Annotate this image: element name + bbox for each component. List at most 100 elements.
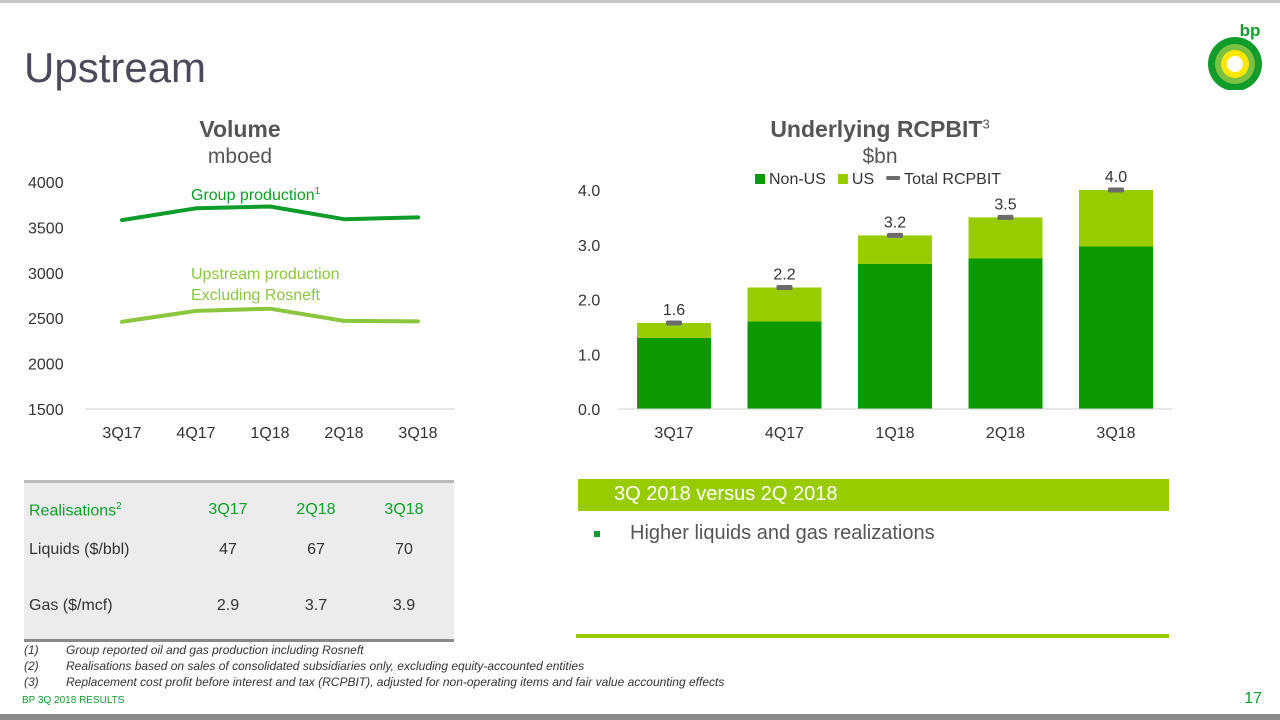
table-cell: 70 (395, 541, 413, 558)
bottom-rule (0, 714, 1280, 720)
legend-swatch-total (886, 176, 901, 180)
data-point (194, 206, 198, 210)
bar-us (637, 323, 711, 338)
realisations-table: Realisations2 3Q17 2Q18 3Q18 Liquids ($/… (24, 480, 454, 642)
rcpbit-title-text: Underlying RCPBIT (770, 116, 983, 142)
y-tick-label: 4000 (28, 175, 64, 192)
total-data-label: 1.6 (663, 302, 685, 319)
volume-series-label-upstream-2: Excluding Rosneft (191, 287, 321, 304)
volume-series-label-group: Group production1 (191, 186, 321, 204)
bp-logo: bp (1200, 18, 1266, 91)
total-data-label: 3.2 (884, 214, 906, 231)
legend-label-us: US (852, 171, 874, 188)
bar-us (1079, 190, 1153, 247)
data-point (416, 319, 420, 323)
bar-non-us (858, 263, 932, 409)
table-cell: 67 (307, 541, 325, 558)
x-tick-label: 4Q17 (176, 425, 215, 442)
footnote-3: (3) Replacement cost profit before intere… (24, 675, 725, 689)
series-line-upstream-production (120, 306, 420, 324)
rcpbit-chart: 0.0 1.0 2.0 3.0 4.0 1.6 3Q17 2.2 4Q17 3.2 1Q18 3.5 2… (578, 169, 1172, 442)
y-tick-label: 4.0 (578, 183, 600, 200)
rcpbit-chart-title: Underlying RCPBIT3 (740, 116, 1020, 143)
y-tick-label: 2.0 (578, 293, 600, 310)
row-label-liquids: Liquids ($/bbl) (29, 541, 130, 558)
x-tick-label: 3Q17 (654, 425, 693, 442)
total-marker (997, 214, 1014, 220)
total-data-label: 3.5 (994, 196, 1016, 213)
commentary-banner: 3Q 2018 versus 2Q 2018 (578, 479, 1169, 511)
x-tick-label: 2Q18 (986, 425, 1025, 442)
x-tick-label: 1Q18 (875, 425, 914, 442)
data-point (342, 217, 346, 221)
bar-us (968, 217, 1043, 259)
total-data-label: 4.0 (1105, 169, 1127, 186)
top-rule (0, 0, 1280, 3)
legend-label-non-us: Non-US (769, 171, 826, 188)
series-line-group-production (120, 204, 420, 223)
data-point (416, 215, 420, 219)
table-cell: 2.9 (216, 597, 240, 614)
bar-us (858, 235, 932, 264)
table-cell: 3.7 (304, 597, 328, 614)
bar-us (747, 287, 822, 322)
total-marker (666, 320, 682, 326)
legend-swatch-us (837, 174, 848, 184)
commentary-bullet: Higher liquids and gas realizations (630, 522, 935, 544)
y-tick-label: 3500 (28, 220, 64, 237)
x-tick-label: 3Q18 (1096, 425, 1135, 442)
helios-sunflower-icon (1208, 37, 1262, 91)
footnote-1: (1) Group reported oil and gas production… (24, 643, 364, 657)
volume-series-label-upstream-1: Upstream production (191, 266, 340, 283)
data-point (194, 309, 198, 313)
x-tick-label: 1Q18 (250, 425, 289, 442)
y-tick-label: 2000 (28, 357, 64, 374)
data-point (120, 218, 124, 222)
realisations-header: Realisations2 (29, 501, 122, 520)
y-tick-label: 1500 (28, 402, 64, 419)
table-cell: 47 (219, 541, 237, 558)
legend-label-total: Total RCPBIT (904, 171, 1001, 188)
bar-non-us (637, 337, 711, 409)
data-point (120, 320, 124, 324)
commentary-divider (576, 634, 1169, 638)
column-header: 2Q18 (296, 501, 336, 518)
volume-chart: Group production1 Upstream production Ex… (28, 175, 455, 442)
bar-non-us (747, 321, 822, 409)
total-marker (887, 232, 903, 238)
rcpbit-legend: Non-US US Total RCPBIT (755, 171, 1001, 188)
y-tick-label: 3000 (28, 266, 64, 283)
column-header: 3Q18 (384, 501, 424, 518)
y-tick-label: 1.0 (578, 347, 600, 364)
page-number: 17 (1244, 690, 1262, 707)
column-header: 3Q17 (208, 501, 248, 518)
x-tick-label: 3Q17 (102, 425, 141, 442)
commentary-banner-text: 3Q 2018 versus 2Q 2018 (614, 483, 838, 505)
bullet-icon (594, 531, 600, 537)
data-point (342, 319, 346, 323)
volume-chart-title: Volume (199, 116, 281, 142)
page-title: Upstream (24, 44, 207, 91)
row-label-gas: Gas ($/mcf) (29, 597, 113, 614)
x-tick-label: 2Q18 (324, 425, 363, 442)
rcpbit-title-sup: 3 (982, 116, 990, 132)
rcpbit-chart-unit: $bn (862, 145, 898, 168)
bar-non-us (968, 258, 1043, 409)
data-point (268, 205, 272, 208)
legend-swatch-non-us (755, 174, 765, 184)
total-marker (776, 285, 793, 290)
total-data-label: 2.2 (773, 267, 795, 284)
table-cell: 3.9 (392, 597, 416, 614)
x-tick-label: 3Q18 (398, 425, 437, 442)
footnote-2: (2) Realisations based on sales of consol… (24, 659, 585, 673)
y-tick-label: 3.0 (578, 238, 600, 255)
y-tick-label: 0.0 (578, 402, 600, 419)
footer-left: BP 3Q 2018 RESULTS (22, 695, 125, 706)
bar-non-us (1079, 246, 1153, 409)
total-marker (1108, 187, 1124, 193)
volume-chart-unit: mboed (207, 145, 273, 168)
y-tick-label: 2500 (28, 311, 64, 328)
x-tick-label: 4Q17 (765, 425, 804, 442)
bp-logo-text: bp (1240, 21, 1261, 40)
data-point (268, 307, 272, 311)
